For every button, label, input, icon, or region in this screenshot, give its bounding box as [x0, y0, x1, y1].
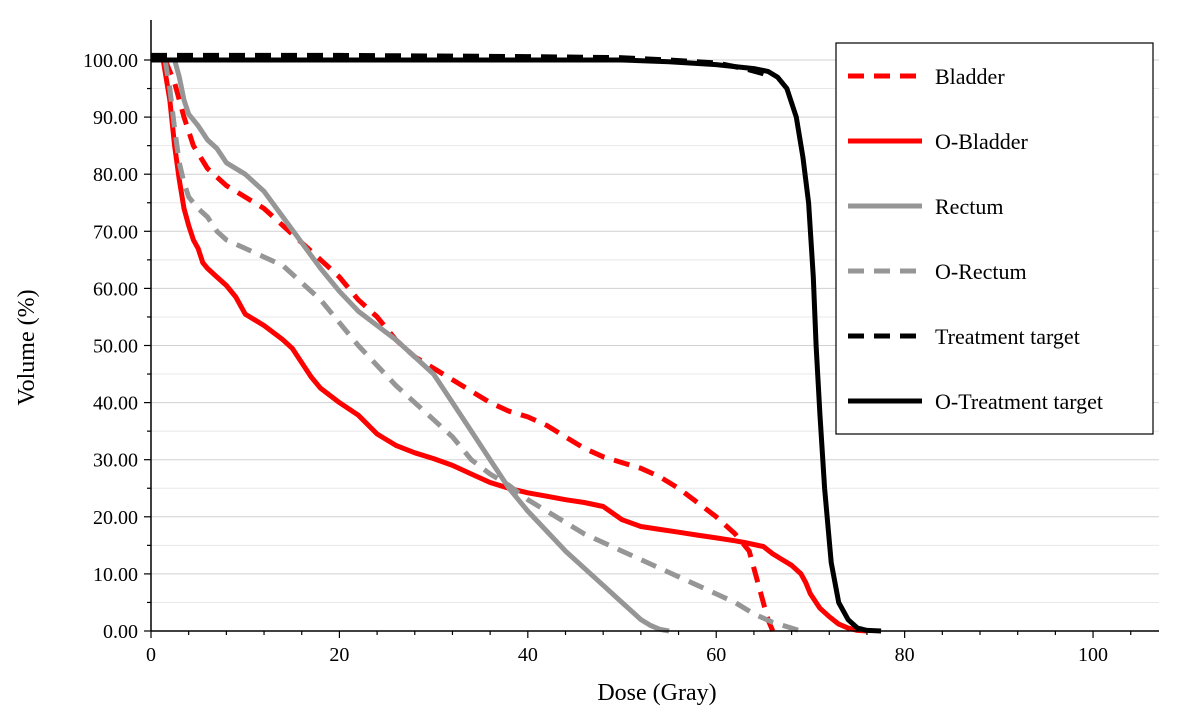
y-tick-label: 100.00: [83, 50, 138, 72]
series-lines: [151, 52, 882, 634]
y-tick-label: 10.00: [93, 564, 138, 586]
legend-label: O-Treatment target: [935, 389, 1103, 414]
legend: Bladder O-Bladder Rectum O-Rectum Treatment …: [835, 42, 1154, 435]
legend-label: O-Rectum: [935, 259, 1027, 284]
y-tick-label: 80.00: [93, 164, 138, 186]
x-tick-label: 0: [146, 644, 156, 666]
legend-label: O-Bladder: [935, 129, 1029, 154]
legend-label: Rectum: [935, 194, 1003, 219]
y-tick-label: 40.00: [93, 393, 138, 415]
axes: 0.00 10.00 20.00 30.00 40.00 50.00 60.00 70.00 8…: [83, 20, 1159, 666]
x-tick-label: 60: [706, 644, 726, 666]
y-axis-title: Volume (%): [14, 289, 40, 405]
legend-label: Bladder: [935, 64, 1005, 89]
y-tick-label: 0.00: [103, 621, 138, 643]
series-line-treatment-target: [151, 52, 774, 80]
y-tick-label: 50.00: [93, 336, 138, 358]
y-tick-label: 90.00: [93, 107, 138, 129]
x-tick-label: 80: [895, 644, 915, 666]
series-line-o-treatment-target: [151, 57, 882, 634]
y-tick-label: 70.00: [93, 221, 138, 243]
y-tick-label: 20.00: [93, 507, 138, 529]
series-line-rectum: [172, 59, 670, 634]
x-tick-label: 40: [518, 644, 538, 666]
series-line-bladder: [162, 59, 776, 632]
x-axis-title: Dose (Gray): [597, 680, 716, 706]
legend-box: [835, 42, 1154, 435]
series-line-o-rectum: [162, 59, 802, 634]
x-tick-label: 100: [1078, 644, 1108, 666]
legend-label: Treatment target: [935, 324, 1080, 349]
y-tick-label: 30.00: [93, 450, 138, 472]
series-line-o-bladder: [160, 59, 868, 634]
y-tick-label: 60.00: [93, 278, 138, 300]
x-tick-label: 20: [329, 644, 349, 666]
